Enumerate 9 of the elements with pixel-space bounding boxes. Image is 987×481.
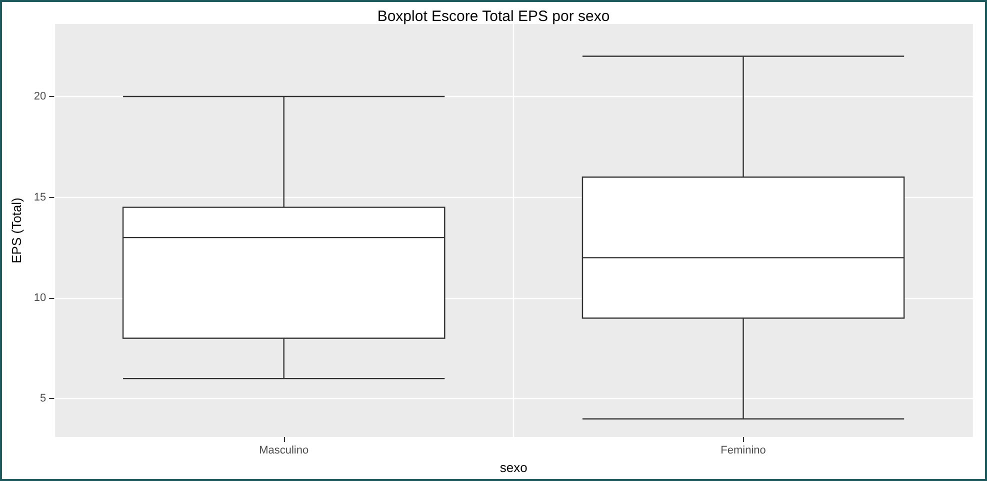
y-tick-label: 5 — [40, 392, 46, 405]
y-axis-title: EPS (Total) — [9, 198, 24, 264]
x-tick-label: Feminino — [720, 444, 766, 456]
y-tick-label: 15 — [34, 191, 46, 204]
x-axis-title: sexo — [500, 460, 528, 475]
y-tick-label: 20 — [34, 90, 46, 103]
y-tick-label: 10 — [34, 292, 46, 304]
chart-title: Boxplot Escore Total EPS por sexo — [377, 8, 610, 25]
x-tick-label: Masculino — [259, 444, 309, 456]
